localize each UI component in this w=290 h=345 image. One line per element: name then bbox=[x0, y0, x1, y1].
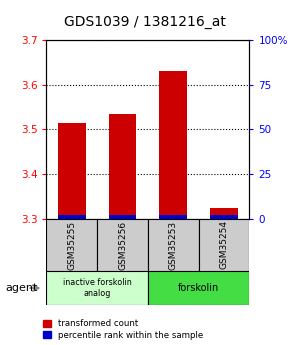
Text: GSM35256: GSM35256 bbox=[118, 220, 127, 269]
Text: agent: agent bbox=[6, 283, 38, 293]
Bar bbox=[210, 216, 238, 219]
Bar bbox=[58, 123, 86, 219]
Bar bbox=[46, 271, 148, 305]
Bar bbox=[108, 216, 137, 219]
Text: GSM35254: GSM35254 bbox=[220, 220, 229, 269]
Bar bbox=[148, 219, 199, 271]
Bar bbox=[159, 216, 187, 219]
Text: GSM35253: GSM35253 bbox=[169, 220, 178, 269]
Bar bbox=[97, 219, 148, 271]
Text: GSM35255: GSM35255 bbox=[67, 220, 76, 269]
Bar bbox=[108, 114, 137, 219]
Legend: transformed count, percentile rank within the sample: transformed count, percentile rank withi… bbox=[42, 318, 204, 341]
Bar bbox=[46, 219, 97, 271]
Bar bbox=[210, 208, 238, 219]
Bar bbox=[148, 271, 249, 305]
Bar bbox=[199, 219, 249, 271]
Text: GDS1039 / 1381216_at: GDS1039 / 1381216_at bbox=[64, 16, 226, 29]
Bar bbox=[58, 216, 86, 219]
Text: forskolin: forskolin bbox=[178, 283, 219, 293]
Bar bbox=[159, 71, 187, 219]
Text: inactive forskolin
analog: inactive forskolin analog bbox=[63, 278, 132, 298]
